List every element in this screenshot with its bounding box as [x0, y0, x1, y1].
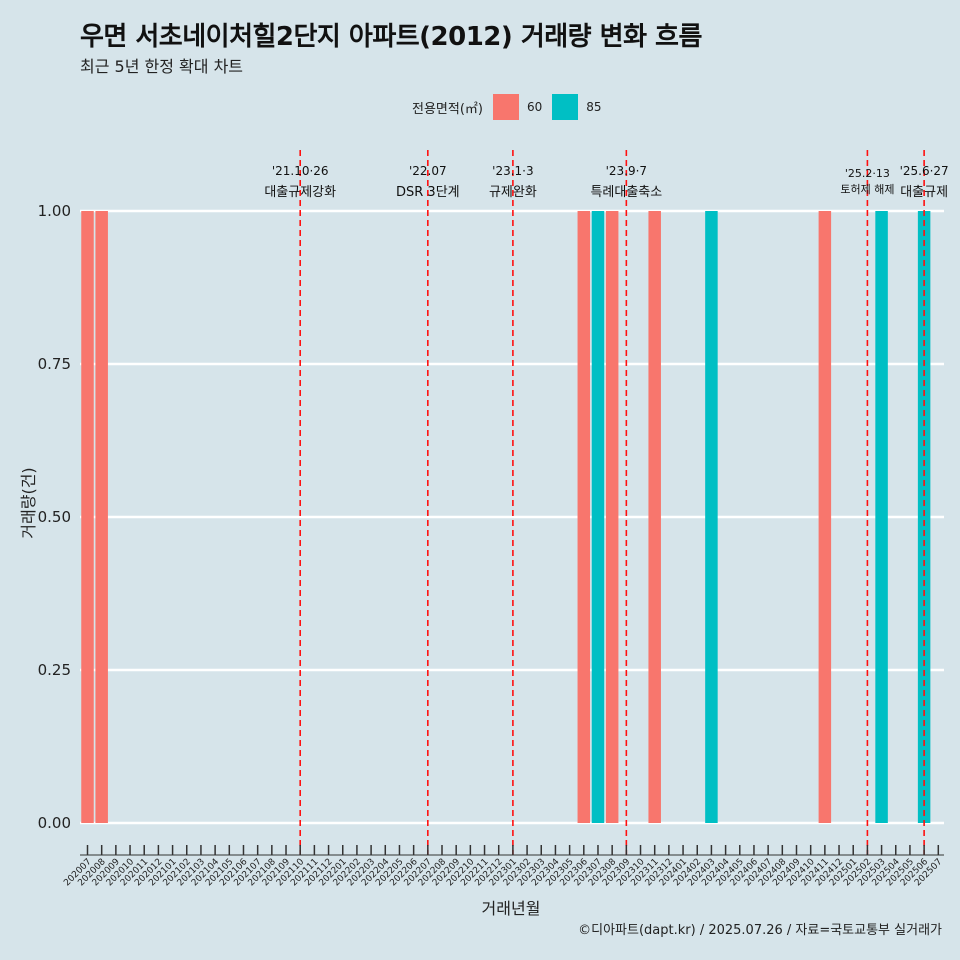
chart-title: 우면 서초네이처힐2단지 아파트(2012) 거래량 변화 흐름	[80, 22, 702, 52]
bar-85-202307	[591, 211, 605, 823]
bar-85-202403	[705, 211, 718, 823]
event-date-202502: '25.2·13	[845, 167, 890, 180]
y-tick-label: 0.00	[38, 814, 71, 832]
legend: 전용면적(㎡) 60 85	[412, 93, 612, 121]
event-label-202301: 규제완화	[489, 185, 537, 200]
y-tick-label: 0.50	[38, 508, 71, 526]
legend-label-85: 85	[586, 100, 602, 114]
bar-60-202008	[95, 211, 108, 823]
legend-swatch-60	[492, 94, 519, 120]
event-label-202110: 대출규제강화	[264, 185, 336, 200]
event-label-202309: 특례대출축소	[590, 185, 662, 200]
legend-label-60: 60	[526, 100, 543, 114]
annotation-layer: '21.10·26 대출규제강화 '22.07 DSR 3단계 '23.1·3 규제완화 '…	[264, 164, 948, 200]
y-tick-label: 0.25	[38, 661, 71, 679]
bar-60-202007	[81, 211, 94, 823]
chart-subtitle: 최근 5년 한정 확대 차트	[80, 57, 244, 76]
bar-60-202306	[577, 211, 591, 823]
bar-85-202503	[875, 211, 888, 823]
axis-layer: 0.000.250.500.751.0020200720200820200920…	[38, 202, 945, 888]
event-date-202110: '21.10·26	[272, 164, 329, 178]
y-tick-label: 0.75	[38, 355, 71, 373]
y-axis-label: 거래량(건)	[19, 467, 38, 538]
event-label-202506: 대출규제	[900, 185, 948, 200]
x-axis-label: 거래년월	[482, 899, 541, 918]
event-line-layer	[299, 150, 925, 855]
event-date-202506: '25.6·27	[900, 164, 949, 178]
event-label-202207: DSR 3단계	[396, 185, 460, 200]
event-label-202502: 토허제 해제	[840, 182, 894, 196]
bar-60-202308	[605, 211, 619, 823]
bar-layer	[81, 211, 931, 823]
legend-swatch-85	[552, 94, 579, 120]
caption: ©디아파트(dapt.kr) / 2025.07.26 / 자료=국토교통부 실…	[578, 923, 942, 938]
grid-layer	[80, 209, 944, 825]
legend-title: 전용면적(㎡)	[412, 101, 483, 117]
event-date-202301: '23.1·3	[492, 164, 533, 178]
bar-85-202506	[917, 211, 931, 823]
bar-60-202411	[818, 211, 832, 823]
event-date-202309: '23.9·7	[606, 164, 647, 178]
event-date-202207: '22.07	[409, 164, 447, 178]
bar-60-202311	[648, 211, 661, 823]
y-tick-label: 1.00	[38, 202, 71, 220]
